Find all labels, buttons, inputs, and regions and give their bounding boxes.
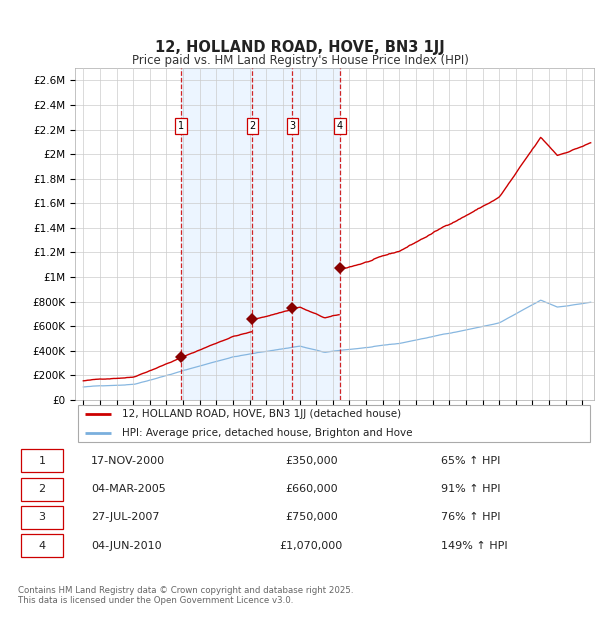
Text: 04-MAR-2005: 04-MAR-2005 [91,484,166,494]
Text: 4: 4 [337,121,343,131]
Text: 2: 2 [38,484,46,494]
Text: 91% ↑ HPI: 91% ↑ HPI [441,484,500,494]
Text: 3: 3 [289,121,295,131]
Text: HPI: Average price, detached house, Brighton and Hove: HPI: Average price, detached house, Brig… [122,428,412,438]
Text: £660,000: £660,000 [285,484,338,494]
Text: 12, HOLLAND ROAD, HOVE, BN3 1JJ: 12, HOLLAND ROAD, HOVE, BN3 1JJ [155,40,445,55]
FancyBboxPatch shape [21,477,63,500]
Text: £350,000: £350,000 [285,456,338,466]
Text: £1,070,000: £1,070,000 [280,541,343,551]
Text: 2: 2 [250,121,256,131]
FancyBboxPatch shape [77,405,590,441]
Text: 27-JUL-2007: 27-JUL-2007 [91,512,160,523]
Text: 3: 3 [38,512,46,523]
Text: 4: 4 [38,541,46,551]
Text: 17-NOV-2000: 17-NOV-2000 [91,456,166,466]
FancyBboxPatch shape [21,506,63,529]
FancyBboxPatch shape [21,449,63,472]
Text: 65% ↑ HPI: 65% ↑ HPI [441,456,500,466]
Text: 12, HOLLAND ROAD, HOVE, BN3 1JJ (detached house): 12, HOLLAND ROAD, HOVE, BN3 1JJ (detache… [122,409,401,419]
Text: Price paid vs. HM Land Registry's House Price Index (HPI): Price paid vs. HM Land Registry's House … [131,54,469,66]
Text: 04-JUN-2010: 04-JUN-2010 [91,541,162,551]
Text: 1: 1 [38,456,46,466]
Text: Contains HM Land Registry data © Crown copyright and database right 2025.
This d: Contains HM Land Registry data © Crown c… [18,586,353,605]
FancyBboxPatch shape [21,534,63,557]
Text: 149% ↑ HPI: 149% ↑ HPI [441,541,508,551]
Text: 76% ↑ HPI: 76% ↑ HPI [441,512,500,523]
Text: 1: 1 [178,121,184,131]
Text: £750,000: £750,000 [285,512,338,523]
Bar [181,68,340,400]
